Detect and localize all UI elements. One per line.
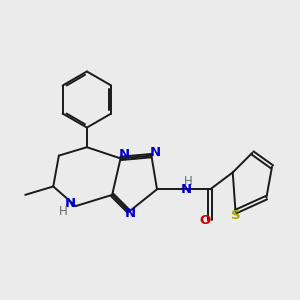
- Text: H: H: [59, 205, 68, 218]
- Text: N: N: [125, 207, 136, 220]
- Text: N: N: [119, 148, 130, 161]
- Text: N: N: [181, 183, 192, 196]
- Text: O: O: [199, 214, 210, 226]
- Text: H: H: [184, 175, 192, 188]
- Text: S: S: [231, 208, 240, 222]
- Text: N: N: [64, 197, 76, 210]
- Text: N: N: [150, 146, 161, 159]
